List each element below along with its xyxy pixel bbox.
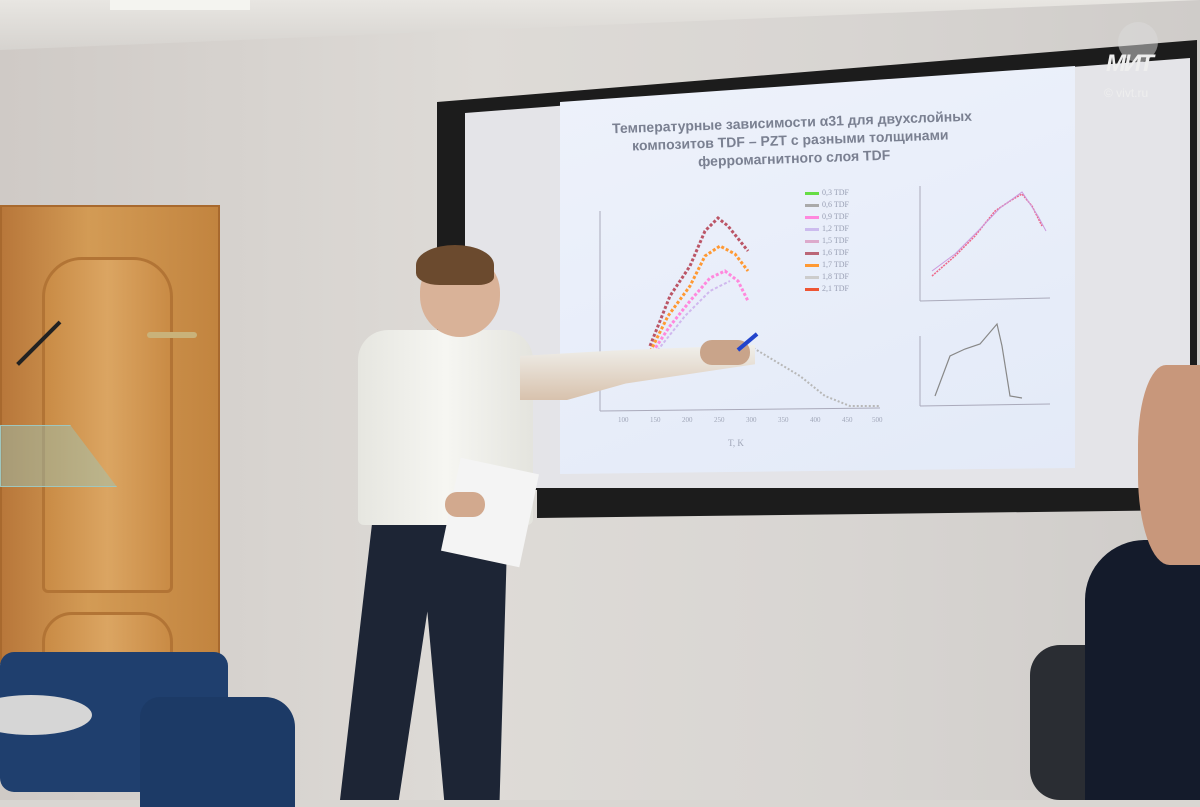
- graph-legend: 0,3 TDF 0,6 TDF 0,9 TDF 1,2 TDF 1,5 TDF …: [805, 188, 875, 308]
- legend-item: 1,5 TDF: [805, 236, 849, 245]
- legend-swatch: [805, 275, 819, 279]
- curve-0-9-tdf: [648, 269, 750, 357]
- presenter-hair: [416, 245, 494, 285]
- x-tick: 350: [778, 416, 789, 424]
- legend-label: 1,6 TDF: [822, 248, 849, 257]
- x-tick: 500: [872, 416, 883, 424]
- x-tick: 150: [650, 416, 661, 424]
- x-tick: 400: [810, 416, 821, 424]
- audience-member-shirt: [1085, 540, 1200, 800]
- curve-1-7-tdf: [646, 244, 750, 357]
- presenter-left-hand: [445, 492, 485, 517]
- legend-item: 1,7 TDF: [805, 260, 849, 269]
- legend-label: 0,9 TDF: [822, 212, 849, 221]
- x-axis-label: T, K: [728, 438, 744, 448]
- legend-label: 1,7 TDF: [822, 260, 849, 269]
- legend-item: 1,2 TDF: [805, 224, 849, 233]
- legend-label: 1,8 TDF: [822, 272, 849, 281]
- legend-swatch: [805, 191, 819, 195]
- main-x-axis: [599, 407, 881, 412]
- legend-item: 0,9 TDF: [805, 212, 849, 221]
- legend-item: 1,8 TDF: [805, 272, 849, 281]
- legend-item: 2,1 TDF: [805, 284, 849, 293]
- legend-swatch: [805, 227, 819, 231]
- x-tick: 250: [714, 416, 725, 424]
- inset2-x-axis: [919, 403, 1051, 407]
- inset1-x-axis: [919, 297, 1051, 302]
- logo-text: МИТ: [1106, 50, 1154, 77]
- legend-label: 0,6 TDF: [822, 200, 849, 209]
- legend-label: 1,5 TDF: [822, 236, 849, 245]
- legend-swatch: [805, 239, 819, 243]
- legend-item: 1,6 TDF: [805, 248, 849, 257]
- inset1-curve-2: [931, 191, 1047, 272]
- inset2-curve: [934, 322, 1023, 399]
- audience-member-head: [1138, 365, 1200, 565]
- watermark-copyright: © vivt.ru: [1104, 86, 1149, 100]
- x-tick: 450: [842, 416, 853, 424]
- x-tick: 200: [682, 416, 693, 424]
- door-handle: [147, 332, 197, 338]
- legend-swatch: [805, 263, 819, 267]
- logo-swoosh-icon: [1118, 22, 1158, 62]
- legend-swatch: [805, 251, 819, 255]
- legend-label: 2,1 TDF: [822, 284, 849, 293]
- legend-swatch: [805, 215, 819, 219]
- legend-label: 1,2 TDF: [822, 224, 849, 233]
- x-tick: 100: [618, 416, 629, 424]
- presentation-slide: Температурные зависимости α31 для двухсл…: [560, 66, 1075, 474]
- curve-0-6-tdf: [749, 345, 880, 407]
- legend-swatch: [805, 287, 819, 291]
- legend-item: 0,6 TDF: [805, 200, 849, 209]
- curve-2-1-tdf: [648, 215, 750, 347]
- blue-chair: [140, 697, 295, 807]
- legend-item: 0,3 TDF: [805, 188, 849, 197]
- x-tick: 300: [746, 416, 757, 424]
- watermark-logo: МИТ © vivt.ru: [1098, 20, 1178, 100]
- legend-swatch: [805, 203, 819, 207]
- ceiling-light: [110, 0, 250, 10]
- legend-label: 0,3 TDF: [822, 188, 849, 197]
